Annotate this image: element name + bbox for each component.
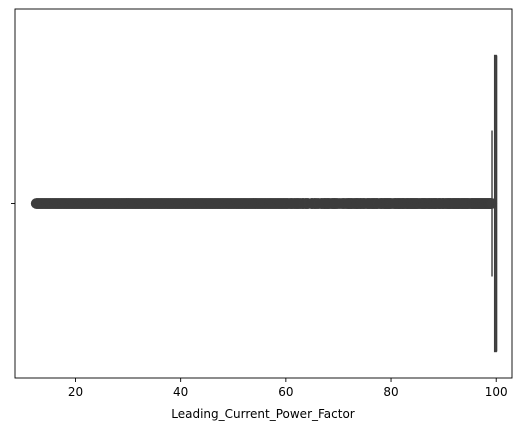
x-axis-label: Leading_Current_Power_Factor bbox=[171, 407, 355, 421]
x-tick-label: 100 bbox=[485, 385, 508, 399]
x-tick-label: 40 bbox=[173, 385, 188, 399]
x-tick-label: 80 bbox=[383, 385, 398, 399]
x-axis-ticks: 20 40 60 80 100 bbox=[68, 378, 508, 399]
box-element bbox=[491, 54, 498, 353]
x-tick-label: 60 bbox=[278, 385, 293, 399]
x-tick-label: 20 bbox=[68, 385, 83, 399]
plot-frame bbox=[14, 8, 513, 379]
outlier-points bbox=[30, 198, 498, 209]
